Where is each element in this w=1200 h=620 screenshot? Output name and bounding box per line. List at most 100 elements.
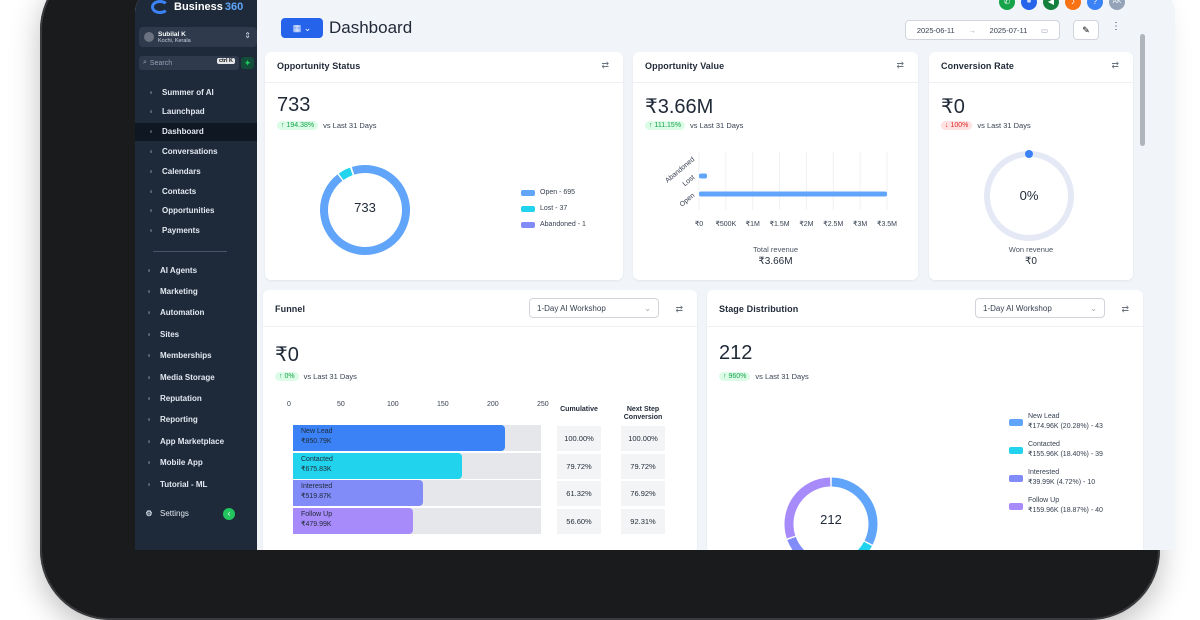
- sidebar-item-memberships[interactable]: ◦ Memberships: [135, 347, 257, 365]
- bell-icon[interactable]: ♪: [1065, 0, 1081, 10]
- sidebar-item-sites[interactable]: ◦ Sites: [135, 325, 257, 343]
- legend-label: Follow Up: [1028, 497, 1060, 504]
- legend-item[interactable]: Follow Up ₹159.96K (18.87%) - 40: [1009, 496, 1103, 516]
- cumulative-cell: 79.72%: [557, 453, 601, 479]
- card-title: Opportunity Value: [645, 61, 725, 71]
- total-revenue-value: ₹3.66M: [758, 256, 793, 267]
- opportunity-status-card: Opportunity Status ⇄ 733 ↑ 194.38% vs La…: [265, 52, 623, 280]
- sidebar-item-contacts[interactable]: ◦ Contacts: [135, 182, 257, 200]
- sidebar-item-ai-agents[interactable]: ◦ AI Agents: [135, 261, 257, 279]
- sidebar-item-payments[interactable]: ◦ Payments: [135, 222, 257, 240]
- brand-logo[interactable]: Business 360: [151, 0, 243, 14]
- sidebar-item-automation[interactable]: ◦ Automation: [135, 304, 257, 322]
- donut-slice[interactable]: [338, 167, 353, 181]
- funnel-x-tick: 250: [537, 401, 549, 408]
- compare-text: vs Last 31 Days: [690, 121, 744, 130]
- sidebar-item-conversations[interactable]: ◦ Conversations: [135, 142, 257, 160]
- more-options-icon[interactable]: ⋮: [1111, 21, 1121, 32]
- link-icon[interactable]: ⚭: [1021, 0, 1037, 10]
- app-screen: Business 360 Subilal K Kochi, Kerala ⇕ ⌕ …: [135, 0, 1175, 550]
- sidebar-item-mobile-app[interactable]: ◦ Mobile App: [135, 454, 257, 472]
- user-location: Kochi, Kerala: [158, 37, 191, 44]
- sidebar-item-app-marketplace[interactable]: ◦ App Marketplace: [135, 432, 257, 450]
- settings-sliders-icon[interactable]: ⇄: [675, 304, 683, 314]
- donut-slice[interactable]: [803, 541, 872, 550]
- sidebar-item-settings[interactable]: ⚙ Settings: [135, 504, 257, 522]
- funnel-bar[interactable]: New Lead ₹850.79K: [293, 425, 505, 451]
- dashboard-switcher-button[interactable]: ▦ ⌄: [281, 18, 323, 38]
- quick-action-button[interactable]: ✦: [241, 57, 254, 69]
- donut-slice[interactable]: [831, 477, 878, 545]
- sidebar-item-reporting[interactable]: ◦ Reporting: [135, 411, 257, 429]
- location-switcher[interactable]: Subilal K Kochi, Kerala ⇕: [135, 26, 257, 48]
- donut-slice[interactable]: [784, 477, 831, 539]
- sidebar-item-launchpad[interactable]: ◦ Launchpad: [135, 103, 257, 121]
- legend-label: Lost - 37: [540, 205, 568, 212]
- delta-badge: ↑ 960%: [719, 372, 751, 381]
- legend-item[interactable]: Contacted ₹155.96K (18.40%) - 39: [1009, 440, 1103, 460]
- legend-swatch: [1009, 502, 1023, 510]
- sidebar-item-label: Payments: [162, 226, 200, 236]
- collapse-sidebar-button[interactable]: ‹: [223, 508, 235, 520]
- legend-item[interactable]: Interested ₹39.99K (4.72%) - 10: [1009, 468, 1095, 488]
- sidebar-item-tutorial-ml[interactable]: ◦ Tutorial - ML: [135, 475, 257, 493]
- legend-label: Open - 695: [540, 189, 576, 196]
- pipeline-select[interactable]: 1-Day AI Workshop ⌄: [529, 298, 659, 318]
- donut-slice[interactable]: [787, 536, 805, 550]
- x-tick-label: ₹0: [695, 220, 703, 228]
- settings-sliders-icon[interactable]: ⇄: [601, 60, 609, 70]
- megaphone-icon[interactable]: ◀: [1043, 0, 1059, 10]
- avatar-icon[interactable]: AK: [1109, 0, 1125, 10]
- phone-icon[interactable]: ✆: [999, 0, 1015, 10]
- settings-sliders-icon[interactable]: ⇄: [1111, 60, 1119, 70]
- funnel-stage-amount: ₹479.99K: [301, 520, 332, 528]
- help-icon[interactable]: ?: [1087, 0, 1103, 10]
- contacts-icon: ◦: [149, 186, 153, 196]
- x-tick-label: ₹1.5M: [770, 220, 790, 228]
- sidebar-item-label: AI Agents: [160, 265, 198, 275]
- date-range-picker[interactable]: 2025-06-11 → 2025-07-11 ▭: [905, 20, 1060, 40]
- compare-text: vs Last 31 Days: [977, 121, 1031, 130]
- sidebar-item-summer-of-ai[interactable]: ◦ Summer of AI: [135, 83, 257, 101]
- funnel-x-tick: 200: [487, 401, 499, 408]
- main-content: ✆ ⚭ ◀ ♪? AK ▦ ⌄ Dashboard 2025-06-11 → 2025-…: [263, 0, 1175, 550]
- legend-item[interactable]: Abandoned - 1: [521, 221, 586, 228]
- x-tick-label: ₹3.5M: [877, 220, 897, 228]
- opportunities-icon: ◦: [149, 206, 153, 216]
- pipeline-select[interactable]: 1-Day AI Workshop ⌄: [975, 298, 1105, 318]
- star-icon: ◦: [147, 393, 151, 403]
- funnel-value: ₹0: [275, 344, 299, 366]
- sidebar-item-label: Automation: [160, 308, 205, 318]
- top-icon-glyph: ⚭: [1025, 0, 1033, 6]
- ai-agents-icon: ◦: [147, 265, 151, 275]
- x-tick-label: ₹2.5M: [823, 220, 843, 228]
- settings-sliders-icon[interactable]: ⇄: [896, 60, 904, 70]
- sidebar-item-media-storage[interactable]: ◦ Media Storage: [135, 368, 257, 386]
- sidebar-item-calendars[interactable]: ◦ Calendars: [135, 162, 257, 180]
- search-bar[interactable]: ⌕ Search ctrl K: [135, 56, 241, 70]
- bar-open[interactable]: [699, 191, 887, 197]
- sidebar-item-reputation[interactable]: ◦ Reputation: [135, 389, 257, 407]
- funnel-bar[interactable]: Contacted ₹675.83K: [293, 452, 462, 479]
- legend-detail: ₹155.96K (18.40%) - 39: [1028, 451, 1103, 458]
- legend-item[interactable]: New Lead ₹174.96K (20.28%) - 43: [1009, 412, 1103, 432]
- legend-detail: ₹174.96K (20.28%) - 43: [1028, 423, 1103, 430]
- next-step-cell: 76.92%: [621, 481, 665, 506]
- sidebar-item-dashboard[interactable]: ◦ Dashboard: [135, 122, 257, 141]
- conversion-rate-gauge: [984, 150, 1074, 241]
- rocket-icon: ◦: [149, 107, 153, 117]
- funnel-x-tick: 0: [287, 401, 291, 408]
- legend-item[interactable]: Open - 695: [521, 189, 575, 196]
- donut-slice[interactable]: [320, 165, 410, 255]
- legend-item[interactable]: Lost - 37: [521, 205, 567, 212]
- bar-lost[interactable]: [699, 173, 707, 179]
- search-input[interactable]: Search: [149, 59, 173, 67]
- edit-dashboard-button[interactable]: ✎: [1073, 20, 1099, 40]
- funnel-bar[interactable]: Interested ₹519.87K: [293, 480, 423, 506]
- settings-sliders-icon[interactable]: ⇄: [1121, 304, 1129, 314]
- sidebar-item-marketing[interactable]: ◦ Marketing: [135, 282, 257, 300]
- scrollbar[interactable]: [1140, 34, 1145, 146]
- funnel-bar[interactable]: Follow Up ₹479.99K: [293, 507, 413, 534]
- y-category-label: Lost: [682, 174, 697, 188]
- sidebar-item-opportunities[interactable]: ◦ Opportunities: [135, 202, 257, 220]
